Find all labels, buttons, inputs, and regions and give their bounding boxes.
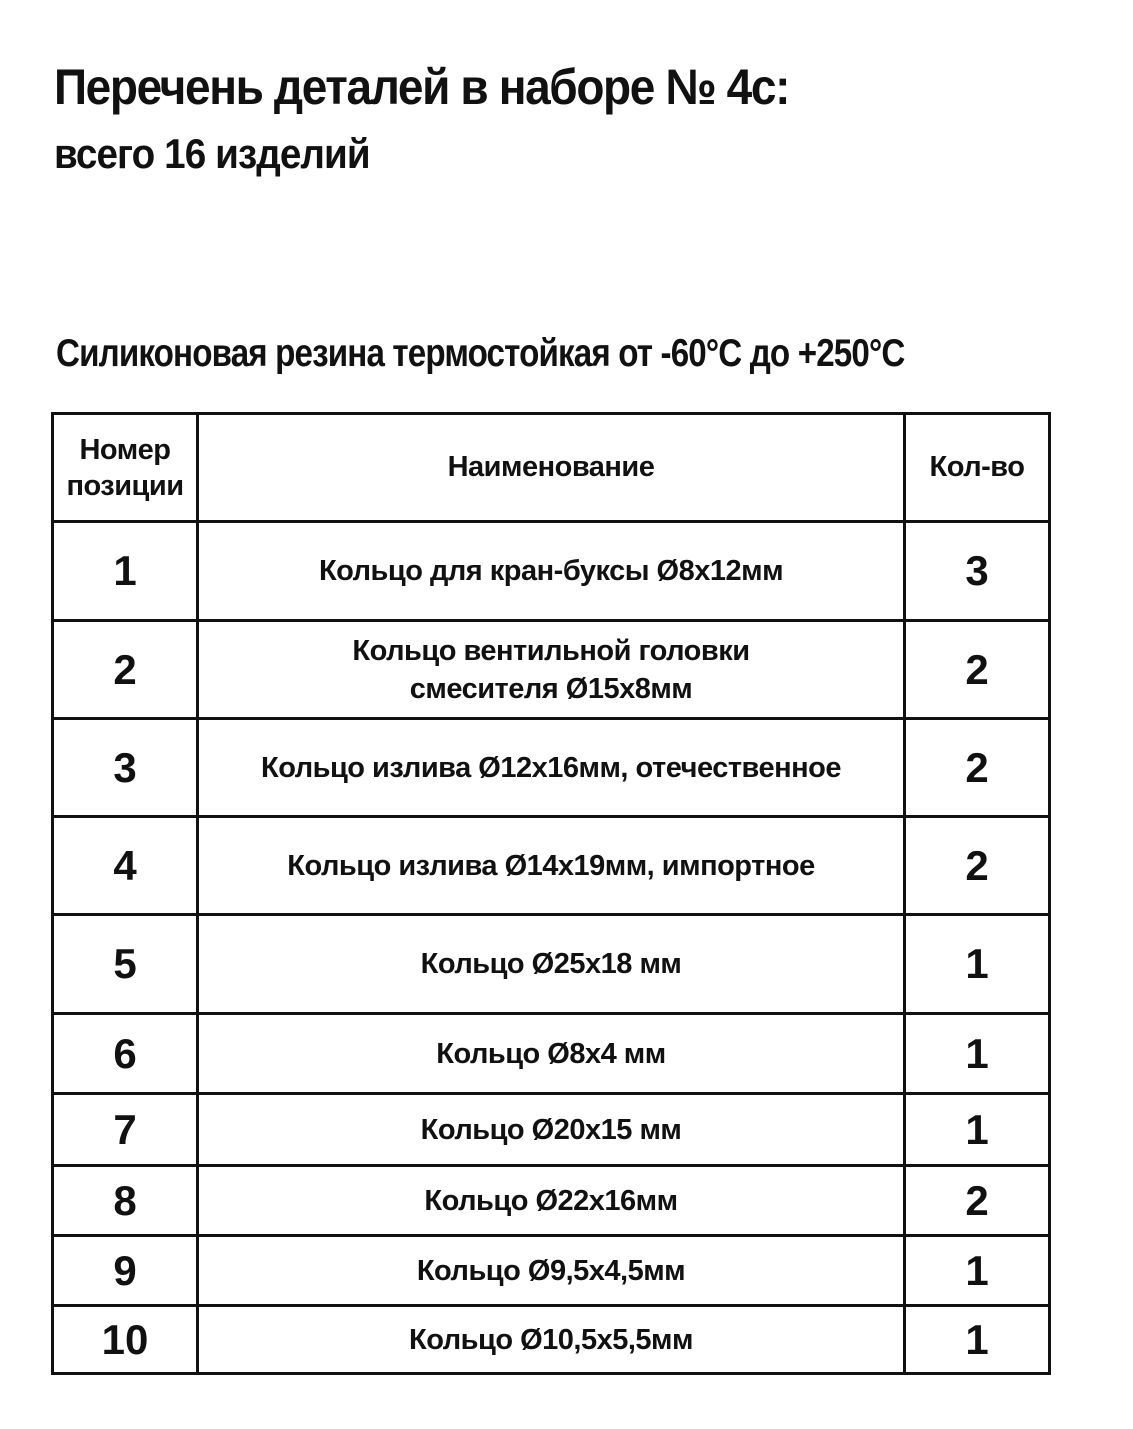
table-row: 6 Кольцо Ø8х4 мм 1 (51, 1012, 1051, 1095)
table-row: 9 Кольцо Ø9,5х4,5мм 1 (51, 1234, 1051, 1307)
position-cell: 3 (51, 717, 199, 818)
position-cell: 4 (51, 815, 199, 916)
qty-cell: 2 (903, 1164, 1051, 1237)
position-cell: 9 (51, 1234, 199, 1307)
name-cell: Кольцо Ø20х15 мм (196, 1092, 906, 1167)
name-cell: Кольцо излива Ø12х16мм, отечественное (196, 717, 906, 818)
page-title: Перечень деталей в наборе № 4с: (54, 59, 790, 115)
name-cell: Кольцо вентильной головки смесителя Ø15х8… (196, 619, 906, 720)
qty-cell: 3 (903, 520, 1051, 622)
name-cell: Кольцо для кран-буксы Ø8х12мм (196, 520, 906, 622)
qty-cell: 1 (903, 913, 1051, 1015)
qty-cell: 1 (903, 1012, 1051, 1095)
position-cell: 6 (51, 1012, 199, 1095)
qty-cell: 1 (903, 1234, 1051, 1307)
table-row: 4 Кольцо излива Ø14х19мм, импортное 2 (51, 815, 1051, 916)
position-cell: 2 (51, 619, 199, 720)
qty-cell: 1 (903, 1092, 1051, 1167)
position-cell: 1 (51, 520, 199, 622)
table-header-row: Номер позиции Наименование Кол-во (51, 412, 1051, 523)
table-row: 1 Кольцо для кран-буксы Ø8х12мм 3 (51, 520, 1051, 622)
qty-cell: 1 (903, 1304, 1051, 1375)
material-heading: Силиконовая резина термостойкая от -60°С… (56, 332, 905, 375)
name-cell: Кольцо Ø25х18 мм (196, 913, 906, 1015)
name-cell: Кольцо Ø22х16мм (196, 1164, 906, 1237)
name-cell: Кольцо Ø9,5х4,5мм (196, 1234, 906, 1307)
page-subtitle: всего 16 изделий (54, 130, 371, 177)
position-cell: 8 (51, 1164, 199, 1237)
qty-cell: 2 (903, 815, 1051, 916)
table-row: 10 Кольцо Ø10,5х5,5мм 1 (51, 1304, 1051, 1375)
table-row: 3 Кольцо излива Ø12х16мм, отечественное 2 (51, 717, 1051, 818)
name-cell: Кольцо Ø10,5х5,5мм (196, 1304, 906, 1375)
table-row: 5 Кольцо Ø25х18 мм 1 (51, 913, 1051, 1015)
qty-cell: 2 (903, 717, 1051, 818)
table-row: 7 Кольцо Ø20х15 мм 1 (51, 1092, 1051, 1167)
position-cell: 7 (51, 1092, 199, 1167)
header-name: Наименование (196, 412, 906, 523)
name-cell: Кольцо Ø8х4 мм (196, 1012, 906, 1095)
table-row: 8 Кольцо Ø22х16мм 2 (51, 1164, 1051, 1237)
position-cell: 5 (51, 913, 199, 1015)
header-position: Номер позиции (51, 412, 199, 523)
parts-table: Номер позиции Наименование Кол-во 1 Кольцо… (51, 412, 1051, 1375)
name-cell: Кольцо излива Ø14х19мм, импортное (196, 815, 906, 916)
header-qty: Кол-во (903, 412, 1051, 523)
position-cell: 10 (51, 1304, 199, 1375)
qty-cell: 2 (903, 619, 1051, 720)
table-row: 2 Кольцо вентильной головки смесителя Ø15х… (51, 619, 1051, 720)
